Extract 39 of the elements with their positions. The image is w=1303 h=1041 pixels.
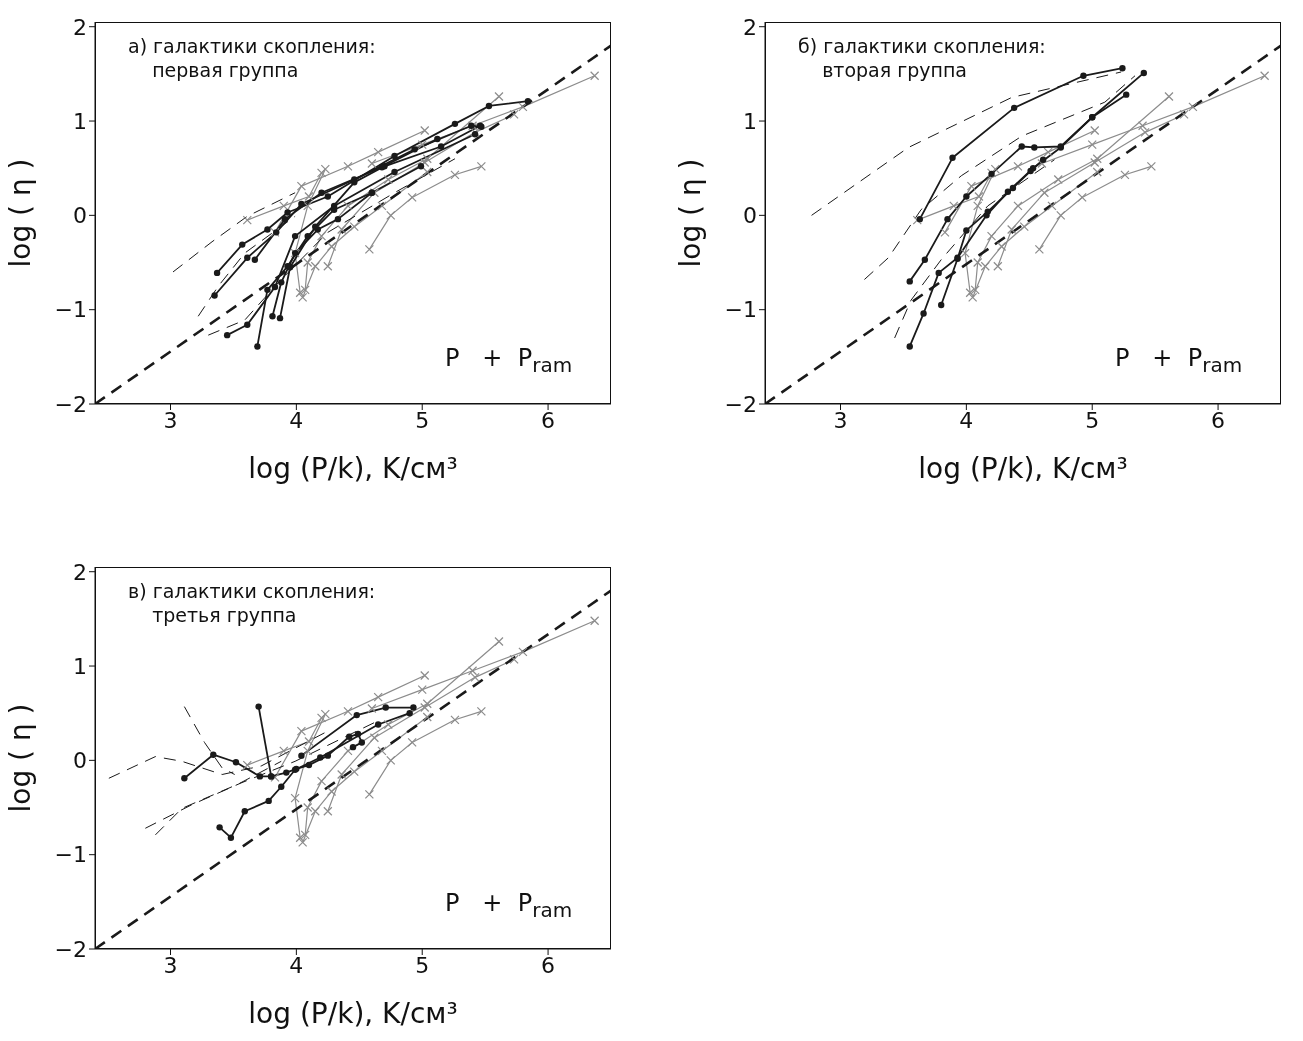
annotation: б) галактики скопления: вторая группа — [798, 34, 1046, 82]
y-tick-label: 1 — [743, 108, 757, 134]
y-tick-label: −2 — [724, 391, 757, 417]
y-tick-label: 0 — [73, 203, 87, 229]
x-tick-label: 4 — [289, 407, 304, 433]
y-tick-label: 0 — [73, 748, 87, 774]
y-tick-label: 1 — [73, 108, 87, 134]
annotation: P + P$_{ram}$ — [1115, 344, 1243, 377]
y-tick-label: 2 — [73, 14, 87, 40]
y-tick-label: 2 — [743, 14, 757, 40]
y-tick-label: −2 — [54, 391, 87, 417]
x-axis-title: log (P/k), K/см³ — [918, 452, 1128, 485]
y-tick-label: 0 — [743, 203, 757, 229]
x-axis-title: log (P/k), K/см³ — [248, 452, 458, 485]
x-tick-label: 6 — [1211, 407, 1226, 433]
x-tick-label: 6 — [541, 407, 556, 433]
y-axis-title: log ( η ) — [673, 158, 707, 268]
y-tick-label: 2 — [73, 559, 87, 585]
x-tick-label: 4 — [959, 407, 974, 433]
y-tick-label: −1 — [54, 842, 87, 868]
y-tick-label: −2 — [54, 936, 87, 962]
y-tick-label: 1 — [73, 653, 87, 679]
x-tick-label: 3 — [833, 407, 848, 433]
y-axis-title: log ( η ) — [3, 703, 37, 813]
annotation: P + P$_{ram}$ — [445, 889, 573, 922]
x-tick-label: 3 — [163, 952, 178, 978]
annotation: а) галактики скопления: первая группа — [128, 34, 376, 82]
x-tick-label: 3 — [163, 407, 178, 433]
x-tick-label: 5 — [415, 952, 430, 978]
annotation: P + P$_{ram}$ — [445, 344, 573, 377]
y-axis-title: log ( η ) — [3, 158, 37, 268]
x-tick-label: 4 — [289, 952, 304, 978]
y-tick-label: −1 — [54, 297, 87, 323]
x-axis-title: log (P/k), K/см³ — [248, 997, 458, 1030]
x-tick-label: 5 — [415, 407, 430, 433]
x-tick-label: 6 — [541, 952, 556, 978]
x-tick-label: 5 — [1085, 407, 1100, 433]
annotation: в) галактики скопления: третья группа — [128, 579, 376, 627]
y-tick-label: −1 — [724, 297, 757, 323]
